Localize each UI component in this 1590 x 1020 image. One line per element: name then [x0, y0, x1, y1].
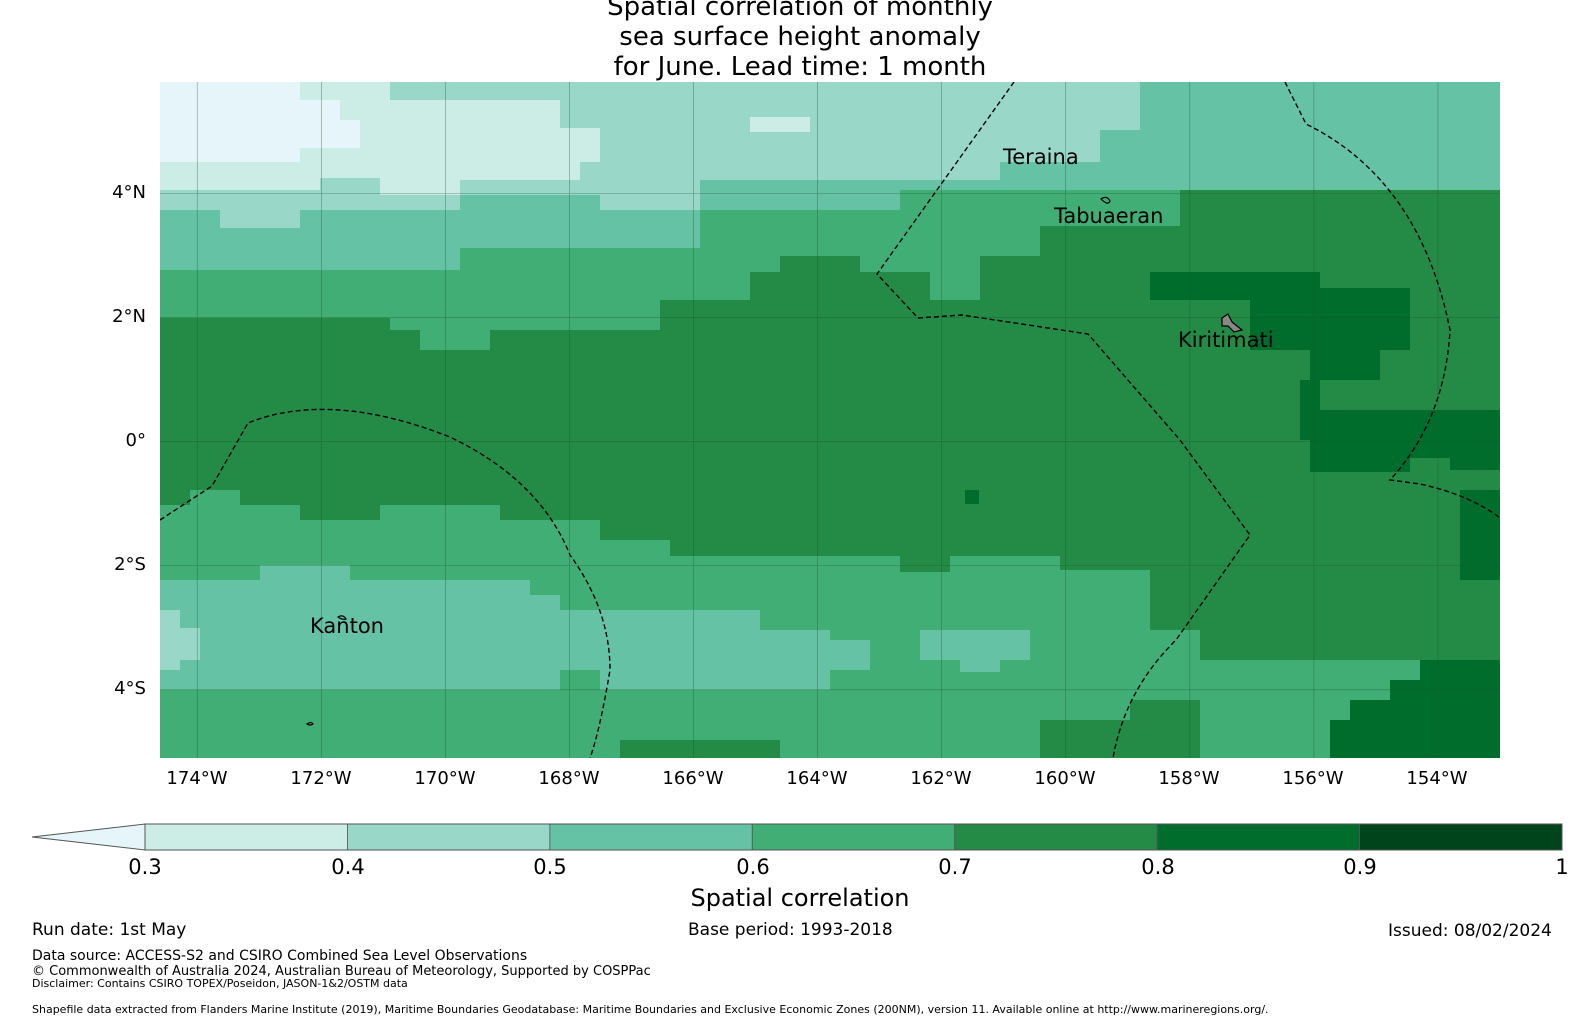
lat-tick-4S: 4°S	[114, 678, 146, 699]
patch-0.8-0.9-kiritimati	[1150, 272, 1500, 472]
lon-tick-154W: 154°W	[1406, 768, 1468, 789]
title-line-1: Spatial correlation of monthly	[607, 0, 993, 22]
lon-tick-156W: 156°W	[1282, 768, 1344, 789]
copyright: © Commonwealth of Australia 2024, Austra…	[32, 964, 651, 979]
colorbar-segment	[751, 823, 956, 851]
lon-tick-166W: 166°W	[662, 768, 724, 789]
title-line-3: for June. Lead time: 1 month	[613, 52, 987, 82]
lat-tick-0: 0°	[125, 430, 146, 451]
lon-tick-174W: 174°W	[166, 768, 228, 789]
colorbar-tick-0.3: 0.3	[128, 855, 162, 879]
patch-0.3-0.4-teraina	[750, 117, 810, 132]
island-outlines	[305, 196, 1244, 726]
colorbar-segment	[954, 823, 1158, 851]
chart-title: Spatial correlation of monthly sea surfa…	[500, 0, 1100, 82]
data-source: Data source: ACCESS-S2 and CSIRO Combine…	[32, 948, 528, 964]
band-below-0.3-north	[160, 82, 360, 162]
colorbar-segment	[1359, 823, 1563, 851]
label-teraina: Teraina	[1003, 145, 1079, 169]
colorbar-tick-0.4: 0.4	[331, 855, 365, 879]
lat-tick-2N: 2°N	[112, 306, 146, 327]
colorbar-label: Spatial correlation	[690, 884, 910, 912]
lon-tick-158W: 158°W	[1158, 768, 1220, 789]
island-small-1	[305, 721, 314, 726]
colorbar-tick-0.8: 0.8	[1141, 855, 1175, 879]
colorbar-tick-1: 1	[1555, 855, 1569, 879]
run-date: Run date: 1st May	[32, 920, 187, 940]
colorbar-extend-arrow	[31, 823, 146, 851]
colorbar-segment	[549, 823, 753, 851]
issued-date: Issued: 08/02/2024	[1388, 921, 1552, 941]
lon-tick-162W: 162°W	[910, 768, 972, 789]
patch-0.8-0.9-east	[1460, 490, 1500, 580]
patch-0.8-0.9-small	[965, 490, 979, 504]
band-0.7-0.8-south-edge	[620, 740, 780, 758]
eez-phoenix-islands	[160, 408, 611, 758]
colorbar-segment	[347, 823, 551, 851]
island-tabuaeran-shape	[1100, 196, 1111, 204]
patch-0.5-0.6-south-center	[920, 630, 1030, 672]
eez-boundaries	[160, 82, 1500, 758]
lon-tick-164W: 164°W	[786, 768, 848, 789]
colorbar-segment	[144, 823, 348, 851]
colorbar-frame	[144, 823, 1563, 851]
lat-tick-4N: 4°N	[112, 182, 146, 203]
island-kanton-shape	[336, 615, 347, 620]
lon-tick-172W: 172°W	[290, 768, 352, 789]
lon-tick-168W: 168°W	[538, 768, 600, 789]
colorbar-tick-0.5: 0.5	[533, 855, 567, 879]
label-kanton: Kanton	[310, 614, 384, 638]
label-kiritimati: Kiritimati	[1178, 328, 1274, 352]
island-kiritimati-shape	[1221, 313, 1244, 333]
map-gridlines	[160, 82, 1500, 758]
lon-tick-170W: 170°W	[414, 768, 476, 789]
band-0.5-0.6-south	[160, 565, 870, 690]
colorbar-tick-0.6: 0.6	[736, 855, 770, 879]
eez-east-arc	[1284, 82, 1500, 519]
lat-tick-2S: 2°S	[114, 554, 146, 575]
patch-0.8-0.9-southeast	[1330, 660, 1500, 758]
colorbar-tick-0.7: 0.7	[938, 855, 972, 879]
colorbar-tick-0.9: 0.9	[1343, 855, 1377, 879]
title-line-2: sea surface height anomaly	[619, 22, 981, 52]
shapefile-credit: Shapefile data extracted from Flanders M…	[32, 1003, 1269, 1016]
lon-tick-160W: 160°W	[1034, 768, 1096, 789]
base-period: Base period: 1993-2018	[688, 920, 893, 940]
label-tabuaeran: Tabuaeran	[1054, 204, 1164, 228]
disclaimer: Disclaimer: Contains CSIRO TOPEX/Poseido…	[32, 977, 408, 990]
colorbar-segment	[1156, 823, 1360, 851]
band-0.4-0.5-southwest	[160, 610, 200, 670]
band-0.6-0.7-southwest-edge	[160, 720, 620, 758]
band-0.7-0.8-central	[160, 190, 1500, 660]
correlation-map	[160, 82, 1500, 758]
eez-kiribati-line-islands	[876, 82, 1251, 758]
